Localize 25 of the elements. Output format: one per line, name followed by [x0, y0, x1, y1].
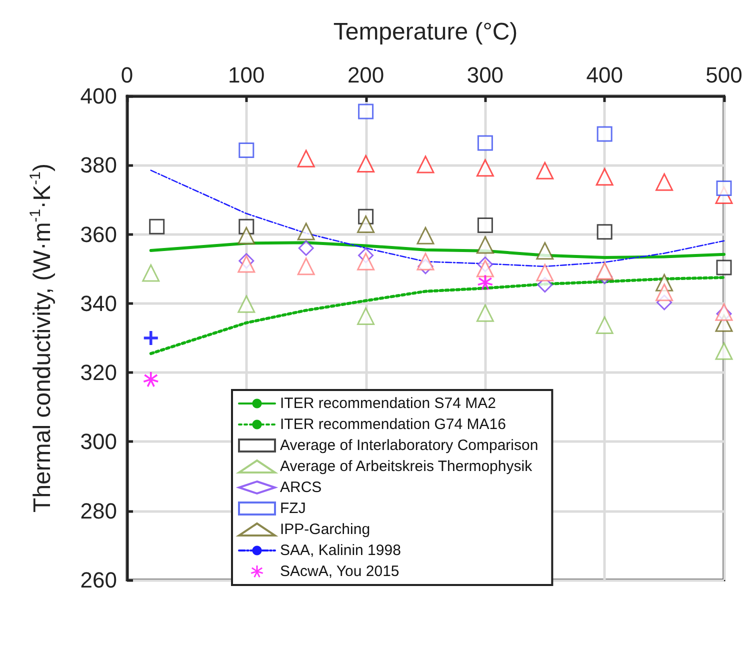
x-tick-label: 300	[466, 62, 504, 88]
y-tick-label: 300	[80, 429, 117, 454]
legend-label: FZJ	[280, 500, 306, 517]
legend-label: Average of Interlaboratory Comparison	[280, 437, 538, 454]
y-axis-title: Thermal conductivity, (W·m-1·K-1)	[27, 164, 56, 512]
y-tick-label: 360	[80, 222, 117, 247]
x-tick-label: 200	[347, 62, 384, 88]
y-tick-label: 260	[80, 568, 117, 592]
legend-label: ITER recommendation G74 MA16	[280, 416, 506, 433]
y-tick-label: 320	[80, 360, 117, 386]
x-tick-label: 400	[586, 62, 623, 88]
x-axis-title: Temperature (°C)	[333, 18, 518, 46]
legend-label: SAA, Kalinin 1998	[280, 542, 401, 559]
y-tick-label: 380	[80, 152, 117, 178]
legend-label: ITER recommendation S74 MA2	[280, 395, 496, 412]
legend-label: SAcwA, You 2015	[280, 563, 400, 580]
legend-label: ARCS	[280, 479, 322, 496]
y-tick-label: 280	[80, 498, 117, 524]
legend-label: IPP-Garching	[280, 521, 370, 538]
x-tick-label: 100	[228, 62, 265, 88]
y-tick-label: 400	[80, 84, 117, 108]
x-tick-label: 500	[706, 62, 742, 88]
y-tick-label: 340	[80, 290, 117, 316]
x-tick-label: 0	[120, 62, 134, 88]
legend-label: Average of Arbeitskreis Thermophysik	[280, 458, 533, 475]
